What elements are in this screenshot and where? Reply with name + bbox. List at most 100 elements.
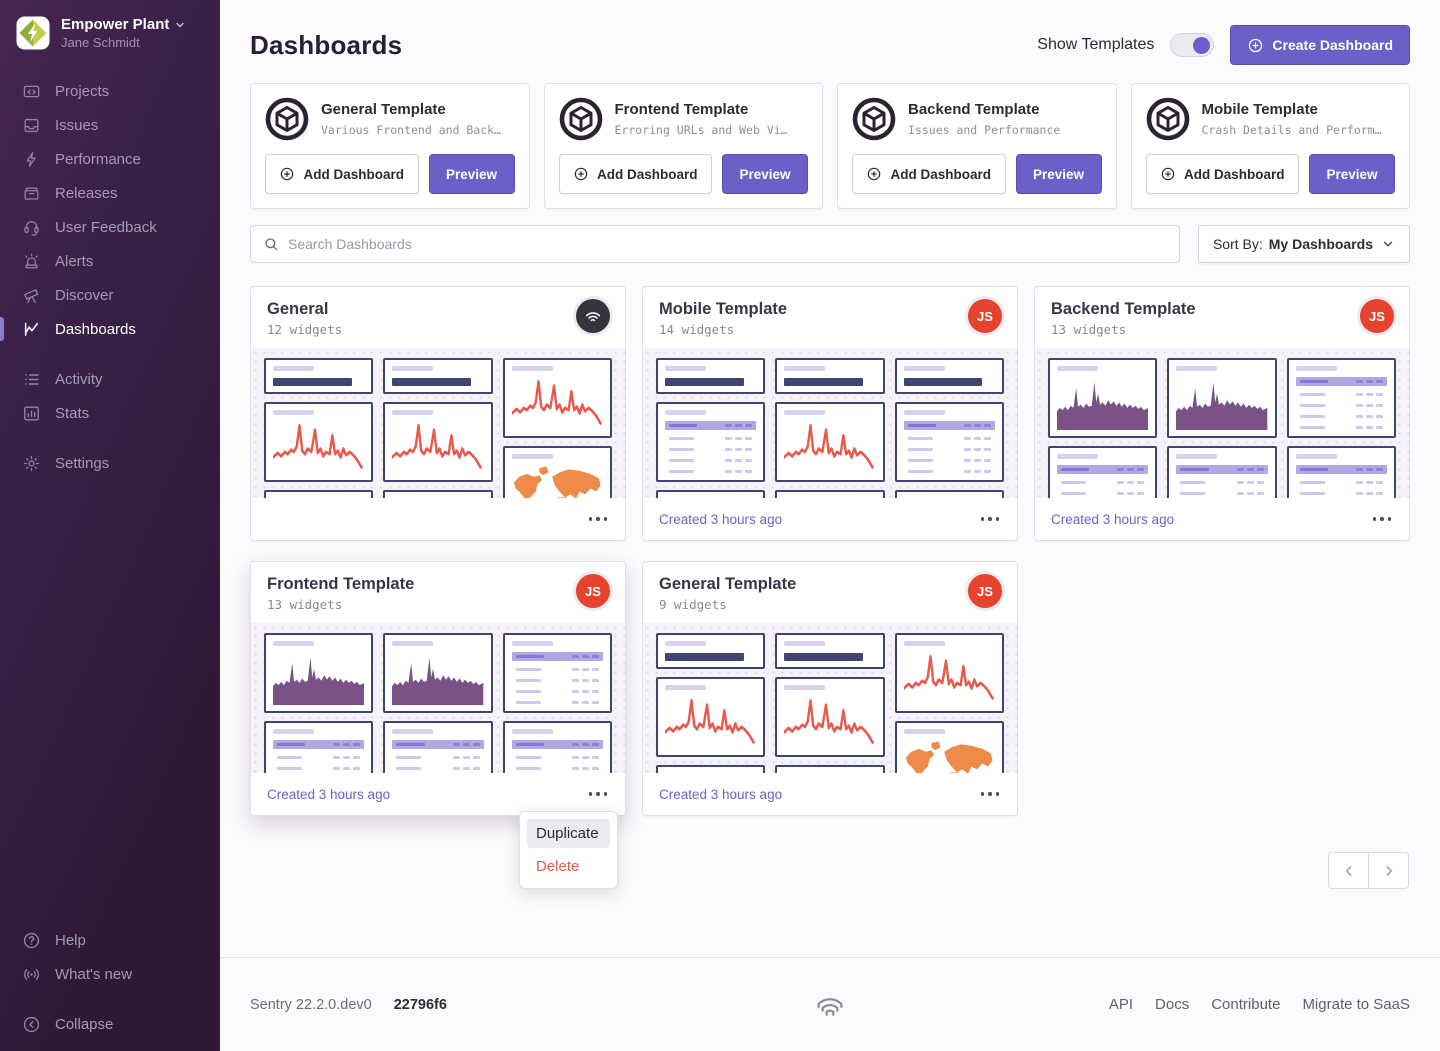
footer-link-contribute[interactable]: Contribute [1211, 996, 1281, 1013]
card-menu-button[interactable] [979, 511, 1002, 527]
sidebar-item-help[interactable]: Help [0, 923, 220, 957]
area-chart-sparkline [1176, 382, 1268, 430]
dashboard-card-general-template[interactable]: General Template 9 widgets JS Created 3 hou… [642, 561, 1018, 816]
card-menu-button[interactable] [979, 786, 1002, 802]
preview-button[interactable]: Preview [1015, 154, 1102, 194]
preview-column [383, 633, 493, 773]
widget-count: 12 widgets [267, 322, 343, 337]
widget-preview-bignumber [656, 633, 766, 669]
widget-title-placeholder [903, 410, 945, 415]
user-avatar: JS [968, 574, 1002, 608]
table-header-row [511, 652, 603, 661]
sidebar-item-releases[interactable]: Releases [0, 176, 220, 210]
sidebar-item-activity[interactable]: Activity [0, 362, 220, 396]
primary-navigation: Projects Issues Performance Releases User Fe… [0, 74, 220, 480]
widget-count: 13 widgets [267, 597, 343, 612]
template-buttons: Add Dashboard Preview [558, 154, 808, 194]
menu-item-delete[interactable]: Delete [536, 858, 580, 875]
activity-icon [22, 370, 41, 389]
preview-button[interactable]: Preview [1309, 154, 1395, 194]
footer-link-api[interactable]: API [1108, 996, 1134, 1013]
sidebar-item-issues[interactable]: Issues [0, 108, 220, 142]
widget-title-placeholder [903, 366, 945, 371]
dashboard-card-mobile-template[interactable]: Mobile Template 14 widgets JS Created 3 hou… [642, 286, 1018, 541]
line-chart-sparkline [903, 654, 994, 700]
sidebar-item-user-feedback[interactable]: User Feedback [0, 210, 220, 244]
preview-button[interactable]: Preview [722, 154, 808, 194]
card-menu-button[interactable] [1371, 511, 1394, 527]
dashboard-card-backend-template[interactable]: Backend Template 13 widgets JS Created 3 ho… [1034, 286, 1410, 541]
table-row [1296, 412, 1387, 421]
preview-column [656, 358, 766, 498]
dashboard-card-head: Frontend Template 13 widgets JS [251, 562, 625, 623]
add-dashboard-label: Add Dashboard [596, 166, 698, 182]
card-menu-button[interactable] [587, 511, 610, 527]
widget-title-placeholder [511, 454, 553, 459]
big-number-placeholder [665, 653, 744, 661]
sidebar-item-dashboards[interactable]: Dashboards [0, 312, 220, 346]
template-cube-icon [265, 97, 309, 141]
controls-row: Sort By: My Dashboards [250, 225, 1410, 263]
sort-by-label: Sort By: [1212, 236, 1263, 252]
widget-title-placeholder [784, 410, 826, 415]
table-row [1296, 478, 1387, 487]
table-row [273, 764, 364, 773]
table-row [392, 764, 483, 773]
plus-circle-icon [1247, 37, 1264, 54]
org-switcher[interactable]: Empower Plant Jane Schmidt [0, 0, 220, 50]
widget-preview-line [264, 490, 374, 498]
show-templates-toggle[interactable] [1170, 33, 1215, 57]
widget-preview-table-tall [502, 633, 612, 713]
sidebar-item-label: Settings [55, 454, 110, 472]
next-page-button[interactable] [1368, 852, 1409, 889]
search-input[interactable] [288, 236, 1167, 252]
created-timestamp: Created 3 hours ago [1051, 511, 1175, 527]
sort-by-dropdown[interactable]: Sort By: My Dashboards [1197, 225, 1410, 263]
dashboard-card-footer: Created 3 hours ago [643, 773, 1017, 815]
world-map-widget [905, 741, 993, 773]
template-buttons: Add Dashboard Preview [265, 154, 515, 194]
menu-item-duplicate[interactable]: Duplicate [527, 819, 610, 848]
sentry-version: Sentry 22.2.0.dev0 [250, 996, 372, 1013]
big-number-placeholder [903, 378, 983, 386]
sidebar-item-performance[interactable]: Performance [0, 142, 220, 176]
dashboard-preview [643, 623, 1017, 773]
template-buttons: Add Dashboard Preview [1145, 154, 1395, 194]
widget-preview-table-short [1286, 446, 1396, 498]
sidebar-item-whats-new[interactable]: What's new [0, 957, 220, 991]
template-card-backend-template: Backend Template Issues and Performance Ad… [837, 83, 1117, 209]
sidebar-item-projects[interactable]: Projects [0, 74, 220, 108]
sidebar-item-settings[interactable]: Settings [0, 446, 220, 480]
footer-link-docs[interactable]: Docs [1155, 996, 1190, 1013]
preview-button[interactable]: Preview [428, 154, 515, 194]
template-card-head: General Template Various Frontend and Bac… [265, 97, 515, 141]
add-dashboard-button[interactable]: Add Dashboard [852, 154, 1006, 194]
dashboard-card-frontend-template[interactable]: Frontend Template 13 widgets JS Created 3 h… [250, 561, 626, 816]
add-dashboard-button[interactable]: Add Dashboard [265, 154, 419, 194]
sidebar-item-stats[interactable]: Stats [0, 396, 220, 430]
footer-link-migrate-to-saas[interactable]: Migrate to SaaS [1302, 996, 1410, 1013]
footer-links: API Docs Contribute Migrate to SaaS [1109, 996, 1410, 1013]
templates-row: General Template Various Frontend and Bac… [250, 83, 1410, 209]
add-dashboard-button[interactable]: Add Dashboard [558, 154, 712, 194]
sidebar-item-label: Stats [55, 404, 90, 422]
widget-preview-map [502, 446, 612, 498]
build-hash: 22796f6 [393, 996, 447, 1013]
table-row [904, 478, 995, 480]
dashboard-card-general[interactable]: General 12 widgets [250, 286, 626, 541]
sidebar-item-discover[interactable]: Discover [0, 278, 220, 312]
table-row [1296, 390, 1387, 399]
widget-preview-bignumber [775, 358, 885, 394]
widget-title-placeholder [1176, 366, 1218, 371]
dashboards-grid: General 12 widgets Mobile Template 14 widge… [250, 286, 1410, 816]
create-dashboard-button[interactable]: Create Dashboard [1230, 25, 1410, 65]
previous-page-button[interactable] [1328, 852, 1369, 889]
add-dashboard-button[interactable]: Add Dashboard [1145, 154, 1299, 194]
world-map-widget [513, 466, 601, 498]
card-menu-button[interactable] [587, 786, 610, 802]
sidebar-item-collapse[interactable]: Collapse [0, 1007, 220, 1041]
area-chart-sparkline [273, 657, 365, 705]
widget-preview-line [775, 765, 885, 773]
sidebar-item-alerts[interactable]: Alerts [0, 244, 220, 278]
table-row [1296, 434, 1387, 436]
